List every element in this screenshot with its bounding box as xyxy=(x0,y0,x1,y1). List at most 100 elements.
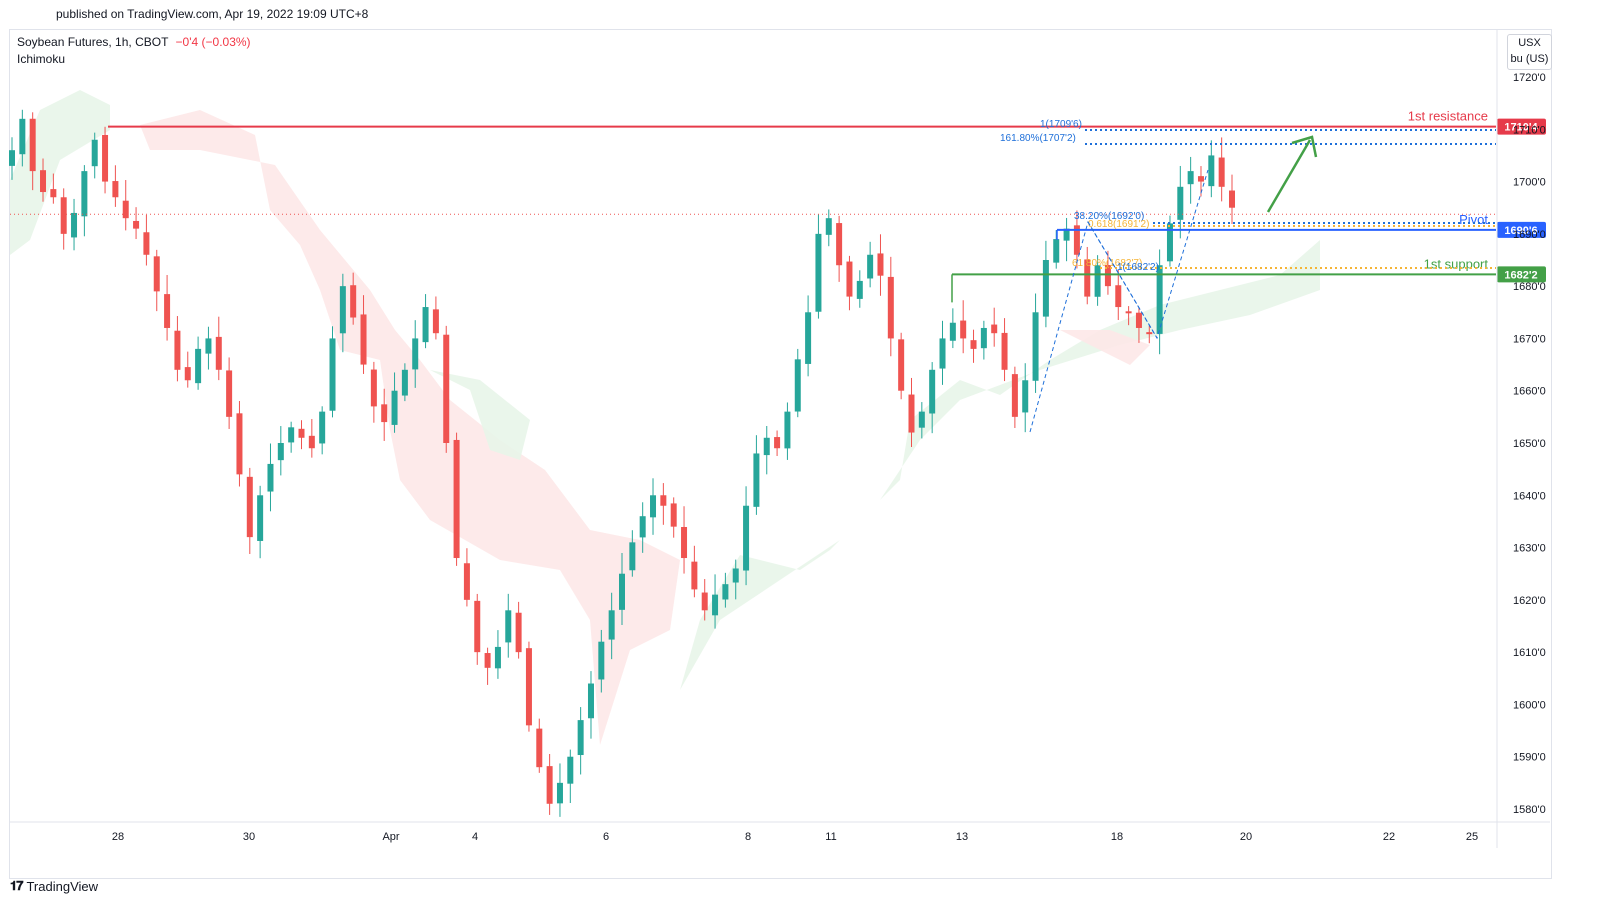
candle xyxy=(19,109,26,167)
candle xyxy=(515,601,522,659)
x-tick-label: 6 xyxy=(603,831,609,843)
pattern-leg xyxy=(1087,221,1158,339)
candle xyxy=(546,753,553,815)
ichimoku-cloud-segment xyxy=(680,240,1320,690)
candle xyxy=(1156,249,1163,355)
candle xyxy=(949,308,956,349)
candle xyxy=(908,377,915,447)
currency-unit-selector[interactable]: USX bu (US) xyxy=(1507,34,1552,70)
candle xyxy=(412,320,419,388)
candle xyxy=(691,545,698,598)
fib-label: 1(1682'2) xyxy=(1117,262,1159,273)
y-tick-label: 1580'0 xyxy=(1513,804,1546,816)
candle xyxy=(577,707,584,775)
candle xyxy=(598,629,605,693)
candle xyxy=(918,402,925,439)
symbol-info: Soybean Futures, 1h, CBOT −0'4 (−0.03%) xyxy=(17,35,251,49)
resistance-label: 1st resistance xyxy=(1408,109,1488,124)
candle xyxy=(639,502,646,553)
candle xyxy=(960,300,967,354)
y-tick-label: 1700'0 xyxy=(1513,177,1546,189)
candle xyxy=(980,320,987,360)
x-tick-label: 25 xyxy=(1466,831,1478,843)
candle xyxy=(536,718,543,773)
candle xyxy=(681,506,688,574)
ichimoku-cloud xyxy=(10,90,1320,745)
fib-label: 161.80%(1707'2) xyxy=(1000,133,1076,144)
y-tick-label: 1720'0 xyxy=(1513,72,1546,84)
support-price-tag: 1682'2 xyxy=(1497,266,1546,283)
pattern-leg xyxy=(1029,169,1209,433)
candle xyxy=(650,478,657,535)
candle xyxy=(877,234,884,296)
y-tick-label: 1640'0 xyxy=(1513,490,1546,502)
candlestick-series xyxy=(9,109,1235,817)
svg-text:1682'2: 1682'2 xyxy=(1504,269,1537,281)
candle xyxy=(91,132,98,179)
candle xyxy=(732,559,739,600)
candle xyxy=(722,572,729,608)
candle xyxy=(112,165,119,207)
fib-label: 1(1709'6) xyxy=(1040,119,1082,130)
y-tick-label: 1650'0 xyxy=(1513,438,1546,450)
candle xyxy=(939,320,946,385)
x-tick-label: 4 xyxy=(472,831,478,843)
x-tick-label: 13 xyxy=(956,831,968,843)
candle xyxy=(329,326,336,418)
ichimoku-cloud-segment xyxy=(430,370,530,460)
candle xyxy=(288,421,295,453)
candle xyxy=(9,137,15,180)
candle xyxy=(1094,255,1101,306)
candle xyxy=(1042,240,1049,328)
candle xyxy=(319,406,326,455)
candle xyxy=(102,126,109,194)
candle xyxy=(1022,363,1029,433)
y-tick-label: 1620'0 xyxy=(1513,595,1546,607)
y-tick-label: 1630'0 xyxy=(1513,543,1546,555)
candle xyxy=(1187,156,1194,204)
fib-label: 61.80%(1682'7) xyxy=(1072,258,1142,269)
x-tick-label: Apr xyxy=(382,831,399,843)
candle xyxy=(1135,307,1142,343)
candle xyxy=(1208,140,1215,198)
x-tick-label: 30 xyxy=(243,831,255,843)
candle xyxy=(474,593,481,665)
tradingview-logo[interactable]: 𝟏𝟕 TradingView xyxy=(10,878,98,894)
y-tick-label: 1690'0 xyxy=(1513,229,1546,241)
candle xyxy=(856,270,863,308)
candle xyxy=(267,443,274,512)
time-axis: 28 30 Apr 4 6 8 11 13 18 20 22 25 xyxy=(10,821,1550,843)
price-change: −0'4 (−0.03%) xyxy=(175,35,251,49)
candle xyxy=(308,419,315,458)
candle xyxy=(184,351,191,388)
resistance-price-tag: 1710'4 xyxy=(1497,118,1546,135)
y-tick-label: 1660'0 xyxy=(1513,386,1546,398)
indicator-name[interactable]: Ichimoku xyxy=(17,52,66,66)
candle xyxy=(360,295,367,374)
candle xyxy=(805,295,812,377)
candle xyxy=(298,420,305,450)
currency-label: USX xyxy=(1518,37,1541,49)
chart-frame xyxy=(9,29,1552,879)
ichimoku-cloud-segment xyxy=(1060,330,1150,365)
x-tick-label: 20 xyxy=(1240,831,1252,843)
candle xyxy=(1229,174,1235,225)
candle xyxy=(991,307,998,347)
candle xyxy=(505,593,512,658)
candle xyxy=(236,401,243,487)
candle xyxy=(1011,366,1018,429)
candle xyxy=(970,329,977,363)
unit-label: bu (US) xyxy=(1510,53,1549,65)
candle xyxy=(277,426,284,476)
fib-label: 0.618(1691'2) xyxy=(1088,219,1149,230)
x-tick-label: 22 xyxy=(1383,831,1395,843)
candle xyxy=(660,483,667,525)
candle xyxy=(743,486,750,586)
candle xyxy=(587,671,594,739)
candle xyxy=(794,348,801,418)
candle xyxy=(381,388,388,441)
candle xyxy=(825,209,832,247)
candle xyxy=(71,198,78,251)
price-axis: 1720'0 1710'0 1700'0 1690'0 1680'0 1670'0 1660… xyxy=(1496,30,1546,848)
